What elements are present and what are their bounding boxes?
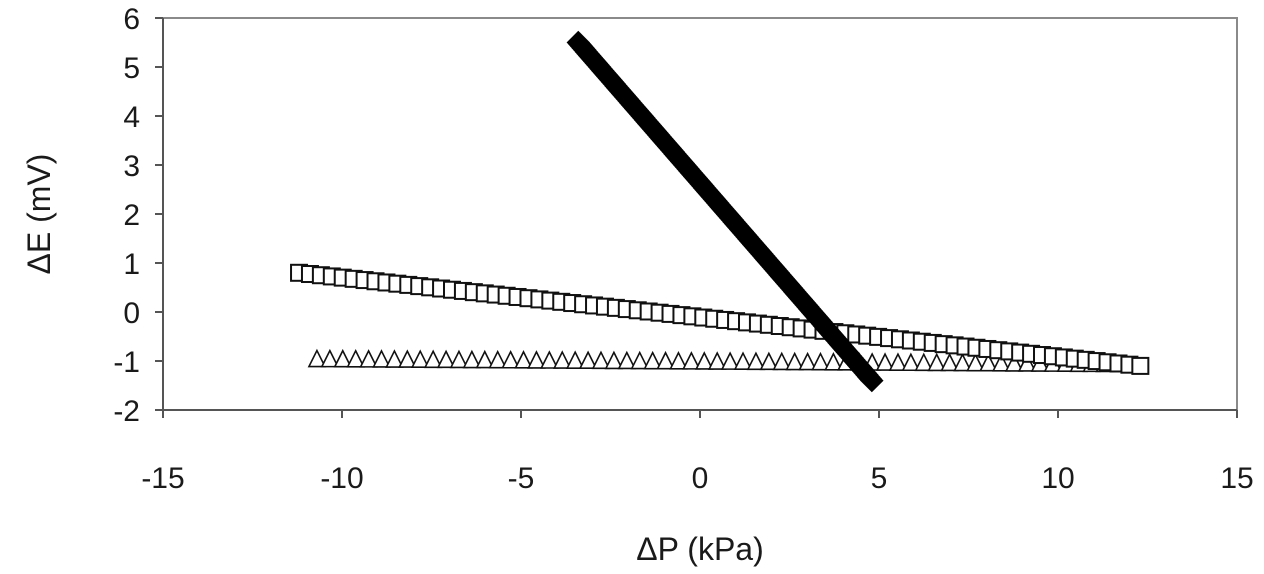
triangle-point [682,351,701,370]
y-axis-ticks: -2 -1 0 1 2 3 4 5 6 [113,3,163,428]
triangle-point [385,349,404,368]
triangle-point [488,349,507,369]
triangle-point [346,349,365,368]
x-tick-label: -15 [141,462,184,495]
triangle-point [940,352,959,372]
y-axis-title: ΔE (mV) [21,154,57,275]
square-series [290,263,1150,375]
triangle-point [372,349,391,368]
triangle-point [333,348,353,368]
x-tick-label: 10 [1041,462,1074,495]
x-axis-title: ΔP (kPa) [636,531,763,567]
triangle-point [669,351,688,370]
triangle-point [565,350,585,369]
triangle-point [875,352,895,371]
x-tick-label: 0 [692,462,709,495]
triangle-point [824,351,843,371]
triangle-point [720,351,740,370]
triangle-point [1004,353,1024,372]
y-tick-label: 5 [123,52,140,85]
triangle-point [320,348,340,368]
triangle-point [785,351,804,371]
triangle-point [630,350,650,370]
triangle-point [410,349,430,368]
triangle-point [694,351,714,370]
triangle-point [423,349,443,369]
triangle-point [953,352,972,372]
triangle-point [540,350,559,369]
y-tick-label: -1 [113,346,140,379]
triangle-point [798,351,817,371]
y-tick-label: 0 [123,297,140,330]
triangle-point [746,351,766,371]
triangle-point [514,350,533,369]
y-tick-label: 3 [123,150,140,183]
triangle-point [436,349,456,369]
triangle-point [552,350,572,369]
triangle-point [811,351,830,371]
triangle-point [656,350,675,370]
y-tick-label: 6 [123,3,140,36]
triangle-point [979,352,998,372]
triangle-point [772,351,792,371]
triangle-point [733,351,753,371]
triangle-point [901,352,921,372]
triangle-point [927,352,946,372]
triangle-point [617,350,637,370]
triangle-point [527,350,546,369]
triangle-point [914,352,934,372]
triangle-point [604,350,624,370]
triangle-point [1017,353,1037,372]
triangle-point [475,349,495,369]
data-series [290,30,1150,393]
triangle-point [591,350,611,370]
triangle-point [707,351,727,370]
y-tick-label: -2 [113,395,140,428]
square-point [1131,356,1150,375]
x-tick-label: -10 [320,462,363,495]
y-tick-label: 1 [123,248,140,281]
x-tick-label: 5 [871,462,888,495]
triangle-point [462,349,482,369]
triangle-point [359,349,378,368]
triangle-point [643,350,662,370]
x-tick-label: 15 [1220,462,1253,495]
triangle-point [759,351,779,371]
triangle-point [578,350,598,370]
triangle-point [888,352,908,371]
y-tick-label: 2 [123,199,140,232]
diamond-point [860,368,884,393]
diamond-series [566,30,884,393]
triangle-point [449,349,469,369]
x-axis-ticks: -15 -10 -5 0 5 10 15 [141,410,1254,495]
triangle-point [991,353,1011,372]
triangle-point [307,348,327,368]
triangle-point [966,352,985,372]
x-tick-label: -5 [508,462,535,495]
triangle-point [501,349,520,369]
y-tick-label: 4 [123,101,140,134]
triangle-point [398,349,417,368]
